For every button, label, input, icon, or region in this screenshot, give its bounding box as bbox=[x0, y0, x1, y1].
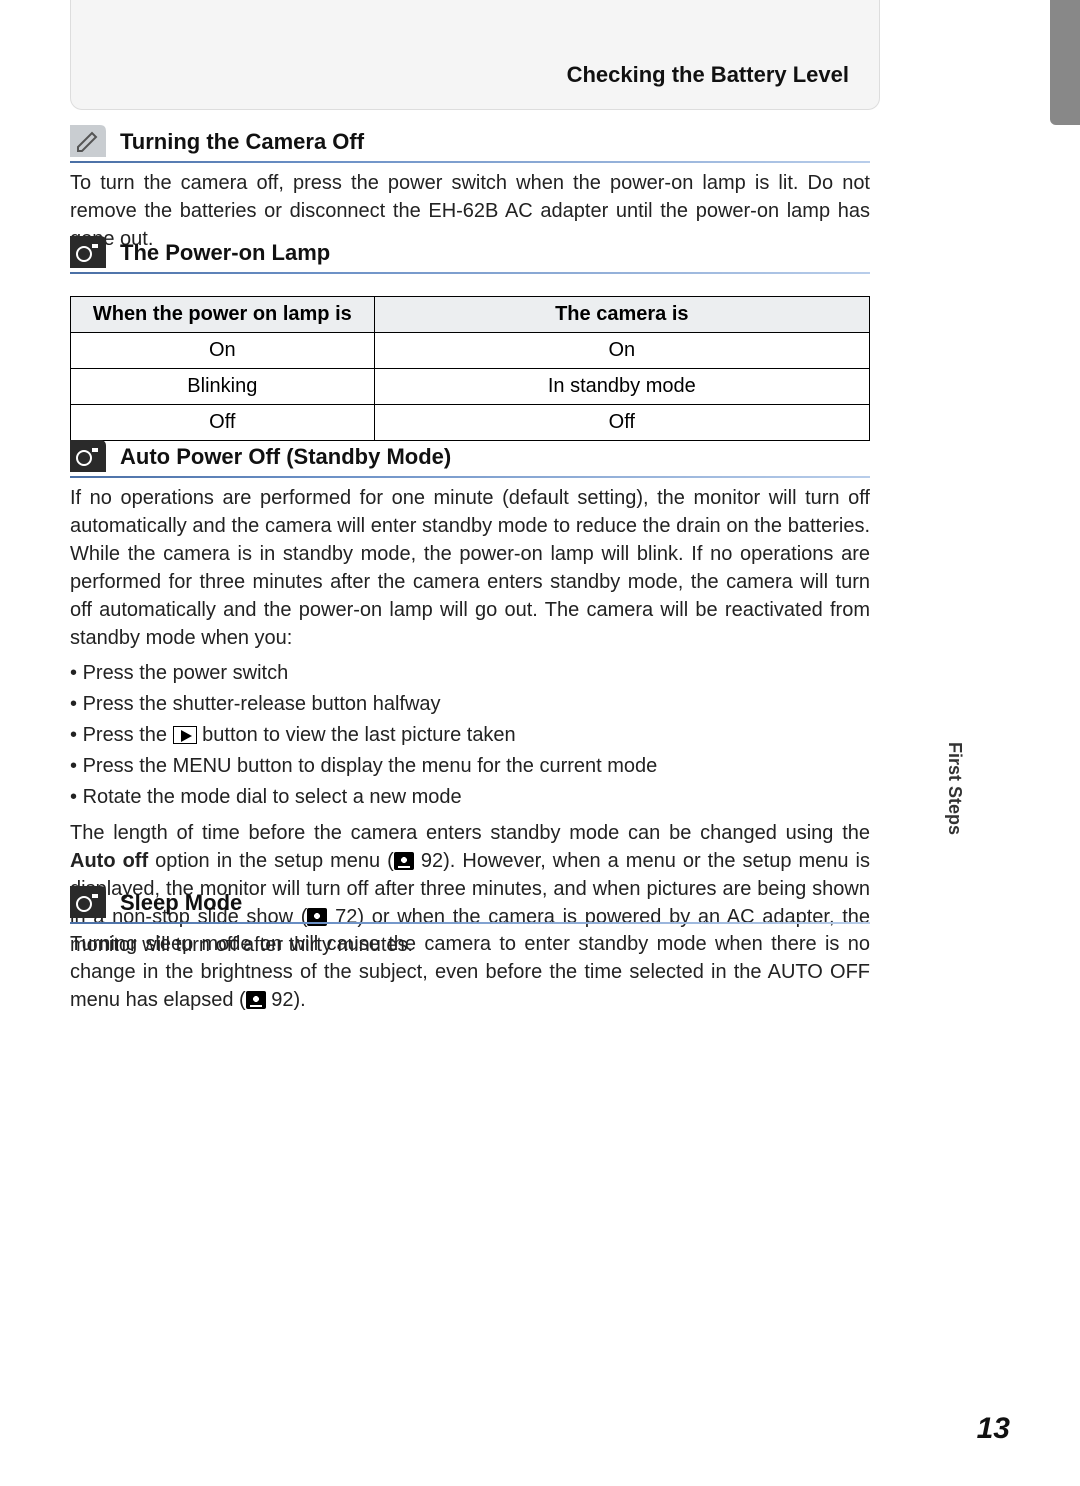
table-cell: Blinking bbox=[71, 369, 375, 405]
table-cell: Off bbox=[374, 405, 869, 441]
table-header: When the power on lamp is bbox=[71, 297, 375, 333]
page-header-title: Checking the Battery Level bbox=[567, 62, 849, 88]
table-row: Off Off bbox=[71, 405, 870, 441]
section-title: Auto Power Off (Standby Mode) bbox=[120, 444, 451, 472]
section-body: Turning sleep mode on will cause the cam… bbox=[70, 930, 870, 1014]
reactivate-list: Press the power switch Press the shutter… bbox=[70, 658, 870, 813]
list-item: Press the power switch bbox=[70, 658, 870, 689]
list-item: Press the MENU button to display the men… bbox=[70, 751, 870, 782]
camera-note-icon bbox=[70, 886, 106, 918]
manual-ref-icon bbox=[246, 991, 266, 1009]
section-title: Turning the Camera Off bbox=[120, 129, 364, 157]
section-body: If no operations are performed for one m… bbox=[70, 484, 870, 652]
chapter-tab-label: First Steps bbox=[944, 742, 965, 835]
camera-note-icon bbox=[70, 236, 106, 268]
table-cell: On bbox=[374, 333, 869, 369]
page-number: 13 bbox=[977, 1412, 1010, 1446]
table-cell: On bbox=[71, 333, 375, 369]
page-header-box: Checking the Battery Level bbox=[70, 0, 880, 110]
table-header: The camera is bbox=[374, 297, 869, 333]
camera-note-icon bbox=[70, 440, 106, 472]
section-auto-power-off: Auto Power Off (Standby Mode) If no oper… bbox=[70, 440, 870, 959]
section-title: Sleep Mode bbox=[120, 890, 242, 918]
table-cell: Off bbox=[71, 405, 375, 441]
list-item: Rotate the mode dial to select a new mod… bbox=[70, 782, 870, 813]
table-row: On On bbox=[71, 333, 870, 369]
pencil-icon bbox=[70, 125, 106, 157]
section-sleep-mode: Sleep Mode Turning sleep mode on will ca… bbox=[70, 886, 870, 1014]
section-title: The Power-on Lamp bbox=[120, 240, 330, 268]
list-item: Press the button to view the last pictur… bbox=[70, 720, 870, 751]
section-rule bbox=[70, 922, 870, 924]
list-item: Press the shutter-release button halfway bbox=[70, 689, 870, 720]
playback-icon bbox=[173, 726, 197, 744]
section-rule bbox=[70, 476, 870, 478]
table-header-row: When the power on lamp is The camera is bbox=[71, 297, 870, 333]
section-rule bbox=[70, 272, 870, 274]
section-turning-off: Turning the Camera Off To turn the camer… bbox=[70, 125, 870, 253]
side-tab bbox=[1050, 0, 1080, 125]
table-row: Blinking In standby mode bbox=[71, 369, 870, 405]
section-power-on-lamp: The Power-on Lamp When the power on lamp… bbox=[70, 236, 870, 441]
power-lamp-table: When the power on lamp is The camera is … bbox=[70, 296, 870, 441]
manual-ref-icon bbox=[394, 852, 414, 870]
section-rule bbox=[70, 161, 870, 163]
table-cell: In standby mode bbox=[374, 369, 869, 405]
